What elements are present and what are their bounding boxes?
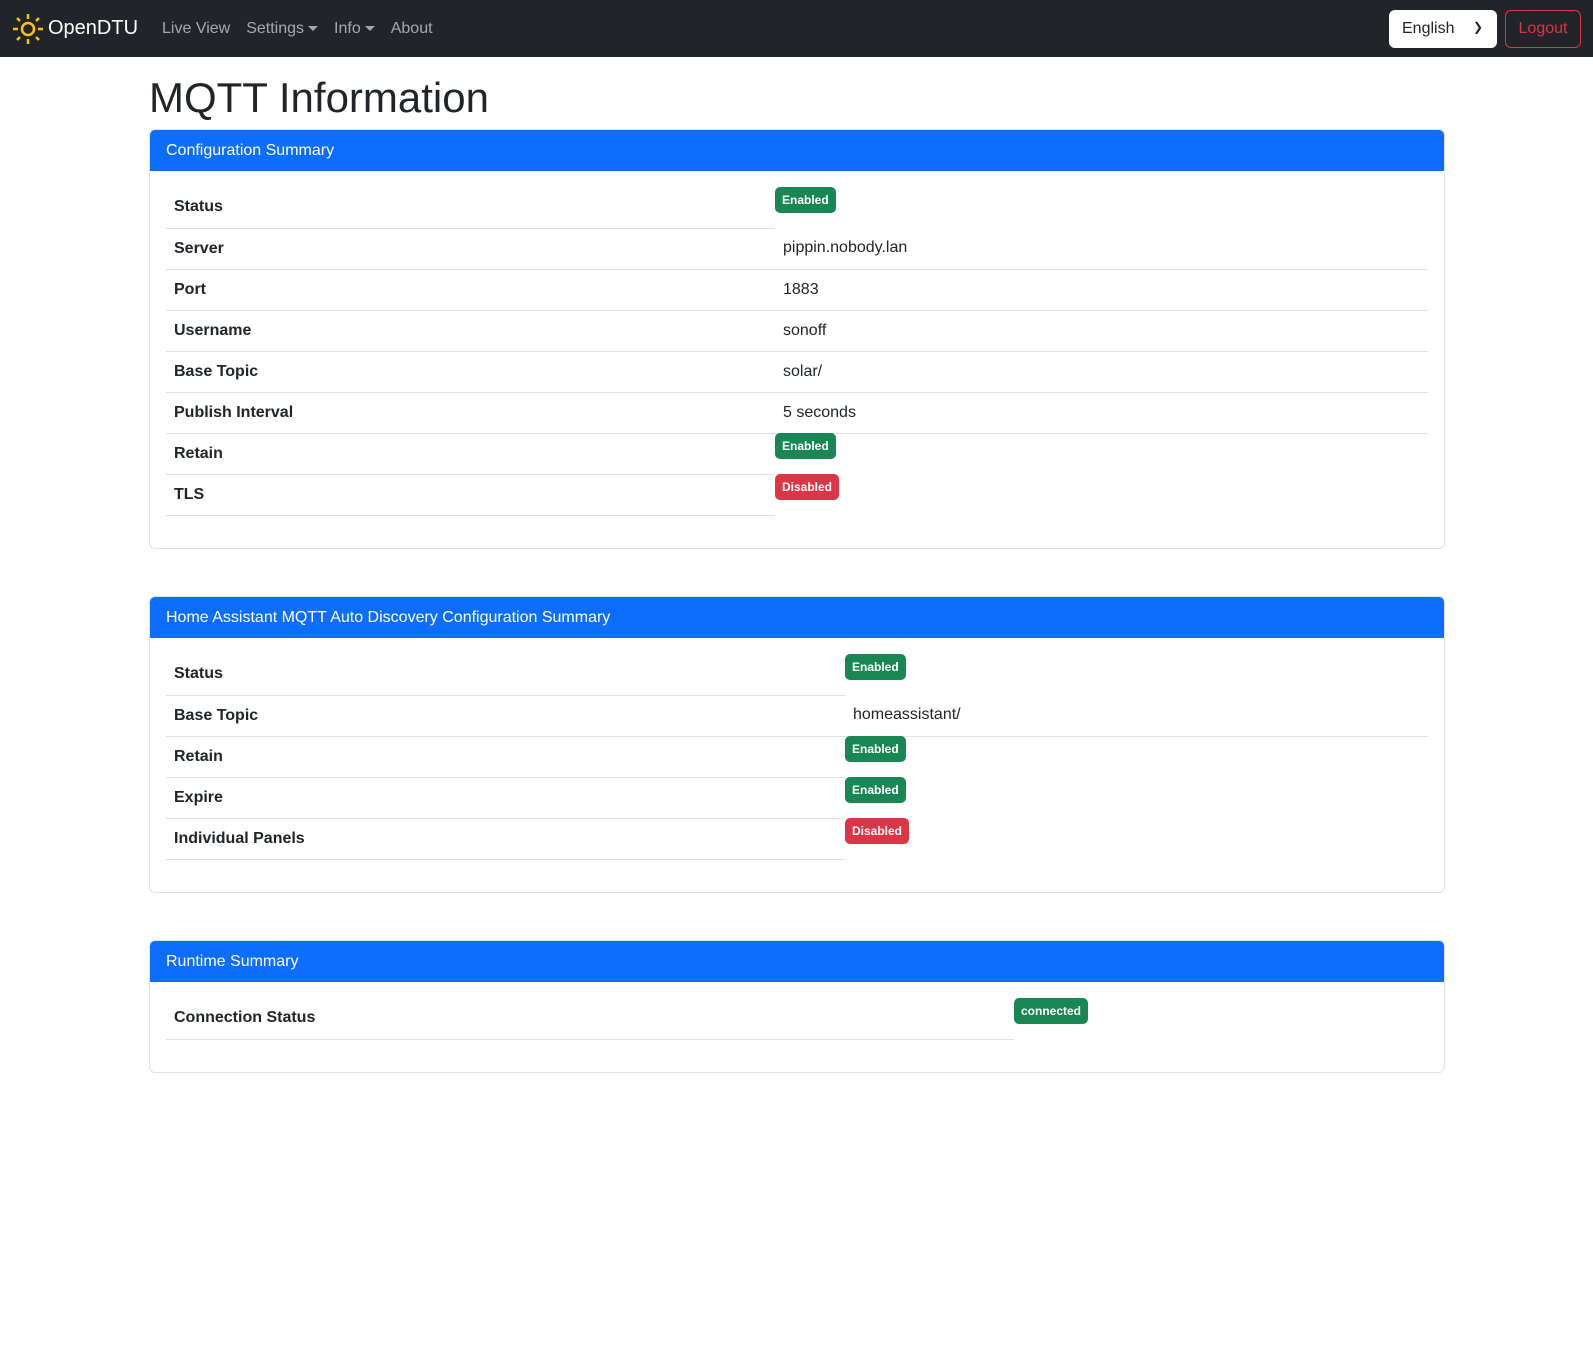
table-row: Base Topic homeassistant/ (166, 695, 1428, 737)
row-label: Base Topic (166, 351, 775, 393)
row-label: Status (166, 187, 775, 229)
brand-name: OpenDTU (48, 17, 139, 39)
row-value-cell: 1883 (775, 269, 1428, 311)
row-value-cell: solar/ (775, 351, 1428, 393)
row-label: Status (166, 654, 845, 696)
nav-about[interactable]: About (390, 19, 433, 37)
row-label: Username (166, 310, 775, 352)
table-row: Publish Interval 5 seconds (166, 392, 1428, 434)
logout-button[interactable]: Logout (1505, 10, 1581, 48)
ha-table: Status Enabled Base Topic homeassistant/Ret… (166, 653, 1428, 860)
nav-info[interactable]: Info (334, 20, 375, 38)
status-badge: Disabled (775, 473, 840, 500)
row-value-cell: homeassistant/ (845, 695, 1428, 737)
row-value-cell: Enabled (845, 735, 1428, 777)
table-row: Server pippin.nobody.lan (166, 228, 1428, 270)
status-badge: Disabled (845, 817, 910, 844)
config-summary-card: Configuration Summary Status Enabled Serve… (149, 129, 1445, 549)
status-badge: Enabled (845, 776, 906, 803)
table-row: Individual Panels Disabled (166, 817, 1428, 860)
row-label: Connection Status (166, 998, 1014, 1040)
ha-summary-card: Home Assistant MQTT Auto Discovery Confi… (149, 596, 1445, 893)
table-row: Connection Status connected (166, 997, 1428, 1040)
row-label: Port (166, 269, 775, 311)
page-title: MQTT Information (149, 74, 489, 121)
status-badge: Enabled (845, 653, 906, 680)
language-value: English (1402, 20, 1455, 37)
table-row: TLS Disabled (166, 473, 1428, 516)
nav-live-view[interactable]: Live View (162, 19, 231, 37)
table-row: Retain Enabled (166, 432, 1428, 475)
brand-link[interactable]: OpenDTU (12, 13, 138, 45)
row-value-cell: Enabled (775, 432, 1428, 474)
navbar: OpenDTU Live View Settings Info About En… (0, 0, 1593, 57)
table-row: Status Enabled (166, 653, 1428, 696)
nav-info-label: Info (334, 19, 361, 37)
row-label: Base Topic (166, 695, 845, 737)
chevron-down-icon: ❯ (1472, 20, 1483, 34)
status-badge: Enabled (845, 735, 906, 762)
row-value-cell: 5 seconds (775, 392, 1428, 434)
nav-settings-label: Settings (246, 19, 305, 37)
row-value-cell: Enabled (845, 776, 1428, 818)
caret-down-icon (364, 26, 375, 31)
row-value-cell: Enabled (845, 653, 1428, 695)
card-header: Configuration Summary (150, 130, 1444, 171)
row-label: Publish Interval (166, 392, 775, 434)
status-badge: Enabled (775, 432, 836, 459)
status-badge: Enabled (775, 186, 836, 213)
row-value-cell: connected (1014, 997, 1428, 1039)
card-header: Runtime Summary (150, 941, 1444, 982)
row-value-cell: pippin.nobody.lan (775, 228, 1428, 270)
nav-settings[interactable]: Settings (246, 19, 319, 38)
status-badge: connected (1014, 997, 1089, 1024)
row-label: Retain (166, 433, 775, 475)
runtime-summary-card: Runtime Summary Connection Status connect… (149, 940, 1445, 1073)
table-row: Base Topic solar/ (166, 351, 1428, 393)
caret-down-icon (308, 26, 319, 31)
row-value-cell: sonoff (775, 310, 1428, 352)
table-row: Retain Enabled (166, 735, 1428, 778)
table-row: Expire Enabled (166, 776, 1428, 819)
row-value-cell: Enabled (775, 186, 1428, 228)
row-label: Expire (166, 777, 845, 819)
row-value-cell: Disabled (775, 473, 1428, 515)
language-select[interactable]: English ❯ (1389, 10, 1497, 48)
config-table: Status Enabled Server pippin.nobody.lan Port… (166, 186, 1428, 516)
row-label: TLS (166, 474, 775, 516)
table-row: Status Enabled (166, 186, 1428, 229)
card-header: Home Assistant MQTT Auto Discovery Confi… (150, 597, 1444, 638)
sun-logo-icon (13, 13, 43, 44)
table-row: Port 1883 (166, 269, 1428, 311)
row-label: Server (166, 228, 775, 270)
row-value-cell: Disabled (845, 817, 1428, 859)
row-label: Individual Panels (166, 818, 845, 860)
table-row: Username sonoff (166, 310, 1428, 352)
row-label: Retain (166, 736, 845, 778)
runtime-table: Connection Status connected (166, 997, 1428, 1040)
